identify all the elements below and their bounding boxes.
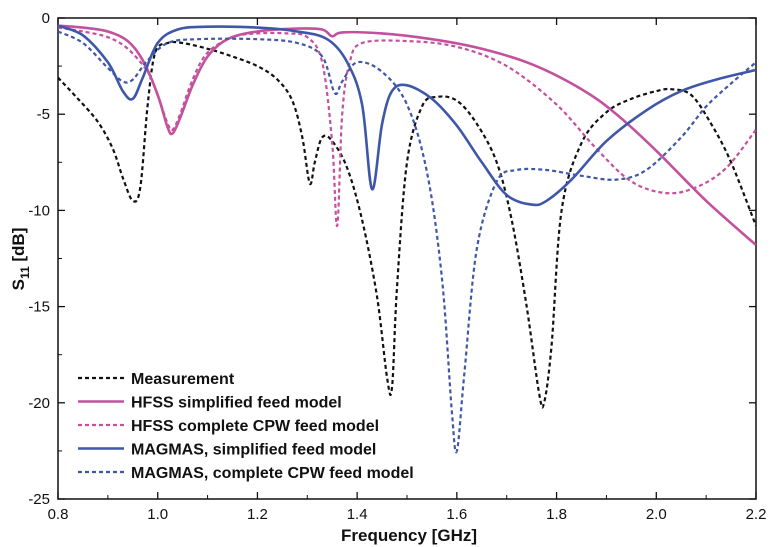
y-tick-label: -5 (37, 106, 50, 123)
x-tick-label: 1.2 (247, 506, 268, 523)
x-tick-label: 2.2 (746, 506, 767, 523)
series-line-1 (58, 24, 756, 246)
x-axis-title: Frequency [GHz] (341, 526, 477, 545)
x-tick-label: 0.8 (48, 506, 69, 523)
plot-lines (58, 24, 756, 454)
x-tick-label: 1.4 (347, 506, 368, 523)
legend-label-2: HFSS complete CPW feed model (131, 418, 379, 435)
series-line-3 (58, 24, 756, 207)
legend-label-3: MAGMAS, simplified feed model (131, 442, 376, 459)
y-axis-title-subscript: 11 (18, 266, 32, 279)
legend-label-4: MAGMAS, complete CPW feed model (131, 465, 414, 482)
legend-label-0: Measurement (131, 371, 235, 388)
legend-label-1: HFSS simplified feed model (131, 395, 342, 412)
y-tick-label: -10 (28, 202, 50, 219)
series-line-4 (58, 30, 756, 454)
y-tick-label: -25 (28, 491, 50, 508)
x-tick-label: 1.0 (147, 506, 168, 523)
y-tick-label: -20 (28, 395, 50, 412)
x-tick-label: 1.8 (546, 506, 567, 523)
y-tick-label: -15 (28, 299, 50, 316)
series-line-0 (58, 40, 756, 409)
y-axis-title-main: S (9, 279, 28, 290)
y-axis-title: S11 [dB] (9, 228, 32, 291)
axes: 0.8 1.0 1.2 1.4 1.6 1.8 2.0 2.2 0 -5 -10 -15 -20 -25 (28, 10, 766, 523)
y-tick-label: 0 (42, 10, 50, 27)
series-line-2 (58, 26, 756, 227)
y-axis-title-unit: [dB] (9, 228, 28, 267)
x-tick-label: 1.6 (446, 506, 467, 523)
legend: Measurement HFSS simplified feed model HFS… (78, 371, 414, 482)
x-tick-label: 2.0 (646, 506, 667, 523)
